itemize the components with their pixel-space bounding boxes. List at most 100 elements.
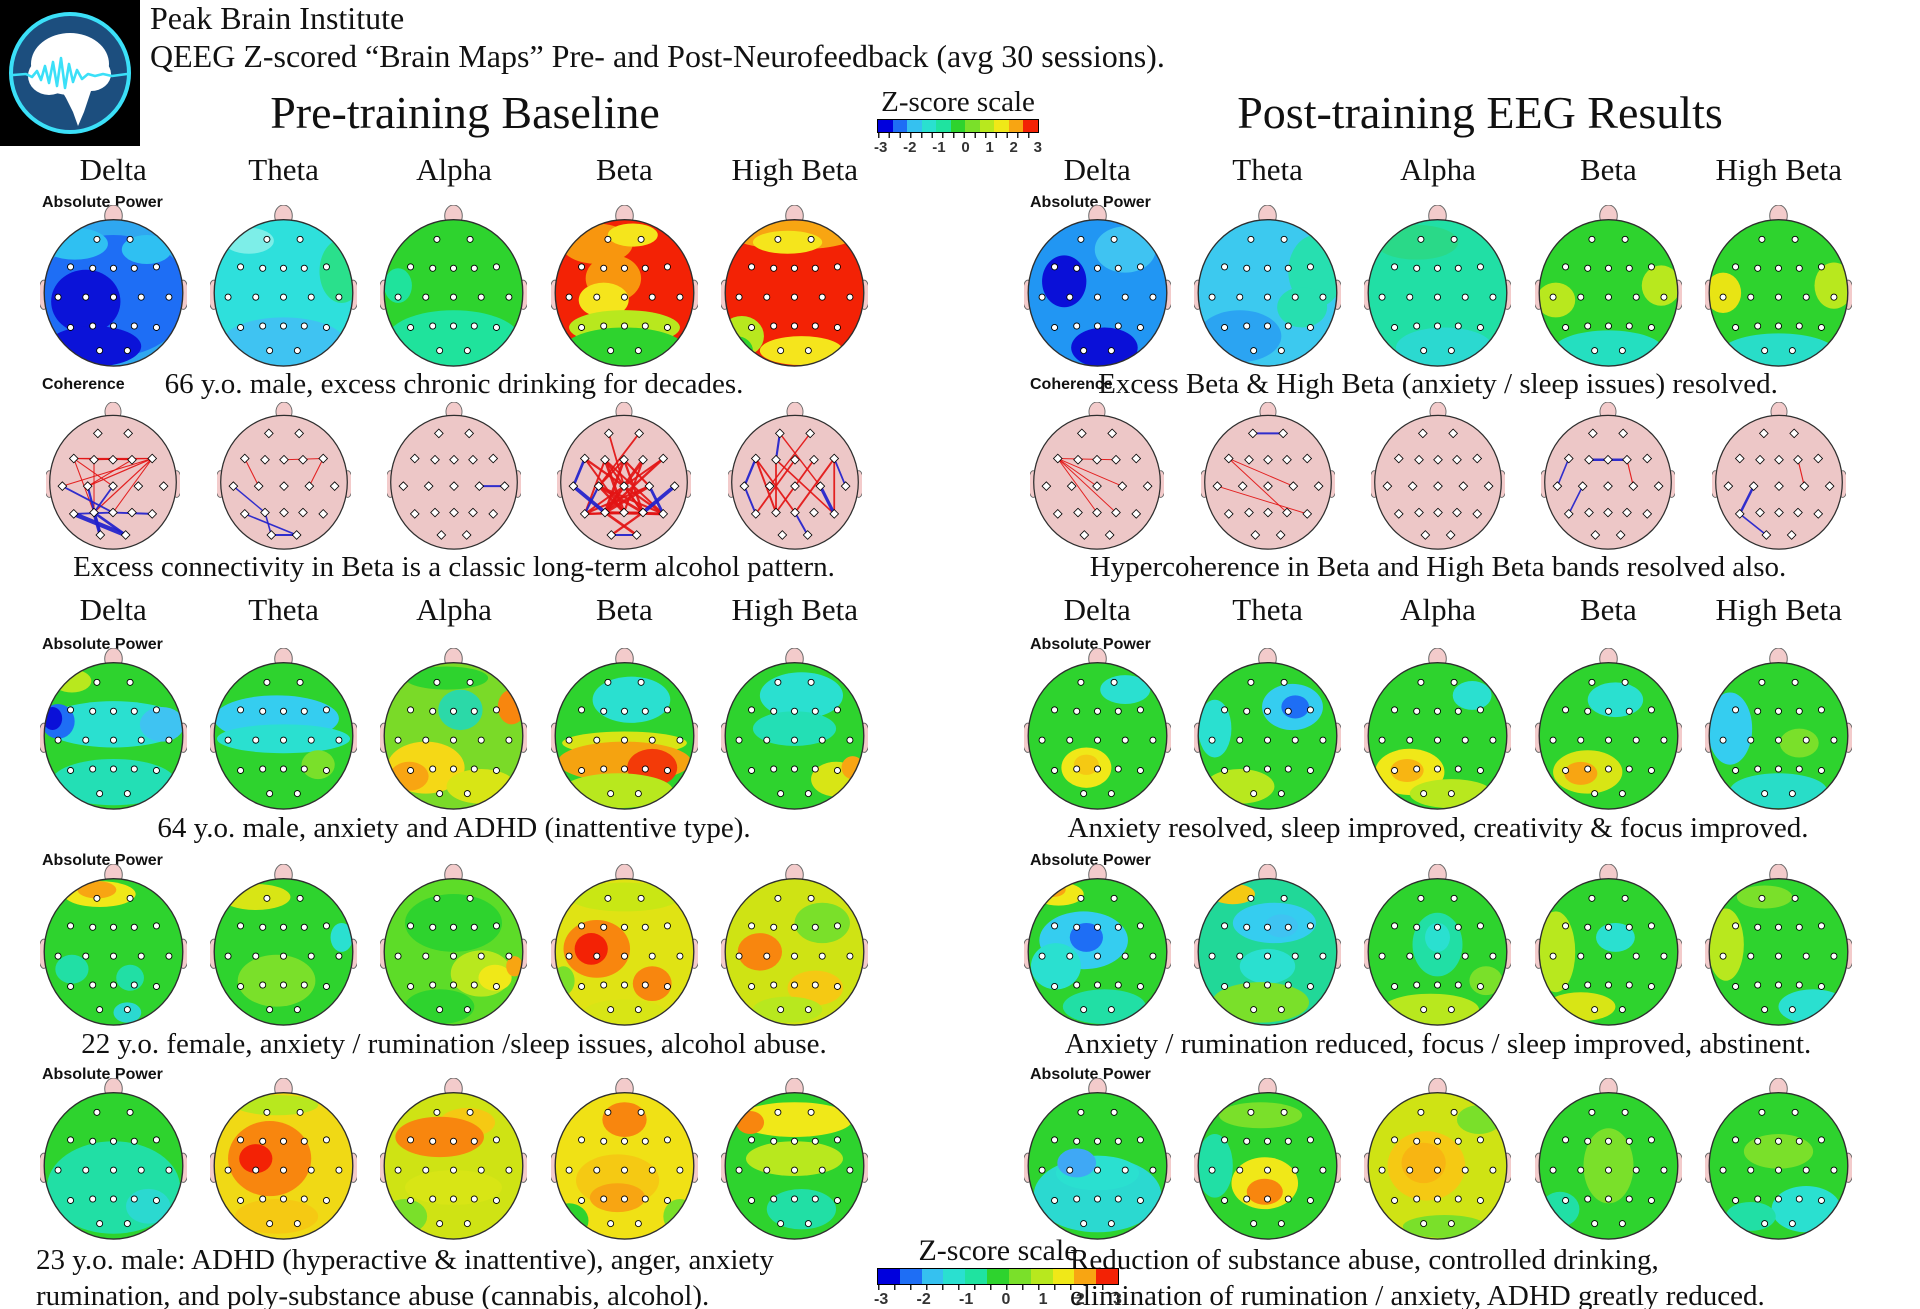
pre-power-map-high-beta xyxy=(721,205,869,367)
post-training-half xyxy=(1012,1078,1864,1240)
colorbar-segment xyxy=(979,120,995,132)
colorbar-ticks xyxy=(878,133,1038,138)
measure-label: Absolute Power xyxy=(42,852,163,869)
colorbar-segment xyxy=(878,120,893,132)
band-header-beta: Beta xyxy=(1579,592,1637,627)
colorbar-tick-label: -2 xyxy=(916,1291,931,1308)
colorbar-tick-label: -3 xyxy=(874,1291,889,1308)
band-header-theta: Theta xyxy=(248,152,319,187)
band-header-delta: Delta xyxy=(1063,592,1131,627)
pre-training-half xyxy=(28,205,880,367)
post-power-map-delta xyxy=(1023,205,1171,367)
colorbar-tick-label: -1 xyxy=(959,1291,974,1308)
pre-training-half xyxy=(28,1078,880,1240)
maps-grid xyxy=(28,205,880,367)
z-score-scale-title: Z-score scale xyxy=(881,86,1035,118)
colorbar-segment xyxy=(1030,1269,1053,1284)
colorbar-tick-label: -2 xyxy=(903,139,917,156)
pre-power-map-beta xyxy=(550,648,698,810)
caption-line: 23 y.o. male: ADHD (hyperactive & inatte… xyxy=(36,1244,774,1276)
colorbar-tick-label: -3 xyxy=(874,139,888,156)
post-power-map-alpha xyxy=(1364,648,1512,810)
post-power-map-high-beta xyxy=(1705,648,1853,810)
pre-coherence-map-theta xyxy=(216,402,351,550)
colorbar-segment xyxy=(921,120,937,132)
caption-line: rumination, and poly-substance abuse (ca… xyxy=(36,1280,710,1309)
pre-coherence-map-alpha xyxy=(386,402,521,550)
colorbar-segment xyxy=(950,120,966,132)
colorbar-segment xyxy=(892,120,908,132)
pre-caption: Excess connectivity in Beta is a classic… xyxy=(73,551,835,583)
maps-grid xyxy=(1012,864,1864,1026)
colorbar-segment xyxy=(1052,1269,1075,1284)
measure-label: Coherence xyxy=(42,376,125,393)
post-power-map-beta xyxy=(1534,1078,1682,1240)
colorbar-segment xyxy=(921,1269,944,1284)
measure-label: Absolute Power xyxy=(1030,1066,1151,1083)
maps-grid xyxy=(28,402,880,550)
peak-brain-logo xyxy=(0,0,140,146)
post-training-half: Delta Theta Alpha Beta High Beta xyxy=(1012,592,1864,628)
pre-power-map-high-beta xyxy=(721,864,869,1026)
post-power-map-beta xyxy=(1534,205,1682,367)
post-caption: Anxiety / rumination reduced, focus / sl… xyxy=(1064,1028,1812,1060)
band-header-beta: Beta xyxy=(595,152,653,187)
pre-power-map-delta xyxy=(39,1078,187,1240)
post-training-half: Delta Theta Alpha Beta High Beta xyxy=(1012,152,1864,188)
band-header-delta: Delta xyxy=(79,592,147,627)
pre-caption: 22 y.o. female, anxiety / rumination /sl… xyxy=(81,1028,827,1060)
measure-label: Absolute Power xyxy=(42,194,163,211)
band-header-theta: Theta xyxy=(248,592,319,627)
post-power-map-delta xyxy=(1023,1078,1171,1240)
colorbar-tick-label: 3 xyxy=(1113,1291,1122,1308)
band-header-high-beta: High Beta xyxy=(1715,592,1843,627)
band-header-alpha: Alpha xyxy=(1400,592,1476,627)
pre-training-heading: Pre-training Baseline xyxy=(270,87,660,138)
brand-title: Peak Brain Institute xyxy=(150,0,405,36)
post-power-map-beta xyxy=(1534,648,1682,810)
pre-coherence-map-delta xyxy=(46,402,181,550)
band-header-high-beta: High Beta xyxy=(1715,152,1843,187)
colorbar-tick-label: 1 xyxy=(985,139,994,156)
post-coherence-map-high-beta xyxy=(1711,402,1846,550)
post-power-map-delta xyxy=(1023,864,1171,1026)
pre-power-map-high-beta xyxy=(721,1078,869,1240)
pre-power-map-alpha xyxy=(380,864,528,1026)
maps-grid xyxy=(28,864,880,1026)
band-headers: Delta Theta Alpha Beta High Beta xyxy=(28,152,880,188)
measure-label: Absolute Power xyxy=(1030,852,1151,869)
z-score-scale-bottom: Z-score scale -3 -2 -1 0 1 2 3 xyxy=(874,1234,1122,1309)
z-score-colorbar xyxy=(877,119,1039,133)
pre-training-half xyxy=(28,648,880,810)
post-power-map-theta xyxy=(1194,205,1342,367)
colorbar-segment xyxy=(965,120,980,132)
maps-grid xyxy=(1012,402,1864,550)
pre-power-map-delta xyxy=(39,205,187,367)
band-header-delta: Delta xyxy=(79,152,147,187)
measure-label: Absolute Power xyxy=(1030,194,1151,211)
band-header-theta: Theta xyxy=(1232,152,1303,187)
band-headers: Delta Theta Alpha Beta High Beta xyxy=(1012,152,1864,188)
pre-power-map-alpha xyxy=(380,1078,528,1240)
figure-title: QEEG Z-scored “Brain Maps” Pre- and Post… xyxy=(150,38,1165,74)
maps-grid xyxy=(28,1078,880,1240)
pre-training-half xyxy=(28,402,880,550)
colorbar-segment xyxy=(1008,120,1024,132)
z-score-scale-top: Z-score scale -3 -2 -1 0 1 2 3 xyxy=(872,86,1044,156)
colorbar-segment xyxy=(936,120,951,132)
pre-power-map-delta xyxy=(39,648,187,810)
pre-power-map-beta xyxy=(550,864,698,1026)
post-training-heading: Post-training EEG Results xyxy=(1237,87,1723,138)
post-power-map-alpha xyxy=(1364,1078,1512,1240)
pre-training-half: Delta Theta Alpha Beta High Beta xyxy=(28,152,880,188)
band-headers: Delta Theta Alpha Beta High Beta xyxy=(1012,592,1864,628)
pre-caption: 23 y.o. male: ADHD (hyperactive & inatte… xyxy=(28,1242,888,1309)
post-caption: Hypercoherence in Beta and High Beta ban… xyxy=(1089,551,1787,583)
colorbar-segment xyxy=(878,1269,900,1284)
colorbar-segment xyxy=(987,1269,1009,1284)
colorbar-segment xyxy=(899,1269,922,1284)
caption-line: elimination of rumination / anxiety, ADH… xyxy=(1070,1280,1765,1309)
band-header-high-beta: High Beta xyxy=(731,592,859,627)
band-header-theta: Theta xyxy=(1232,592,1303,627)
colorbar-tick-label: 2 xyxy=(1075,1291,1085,1308)
